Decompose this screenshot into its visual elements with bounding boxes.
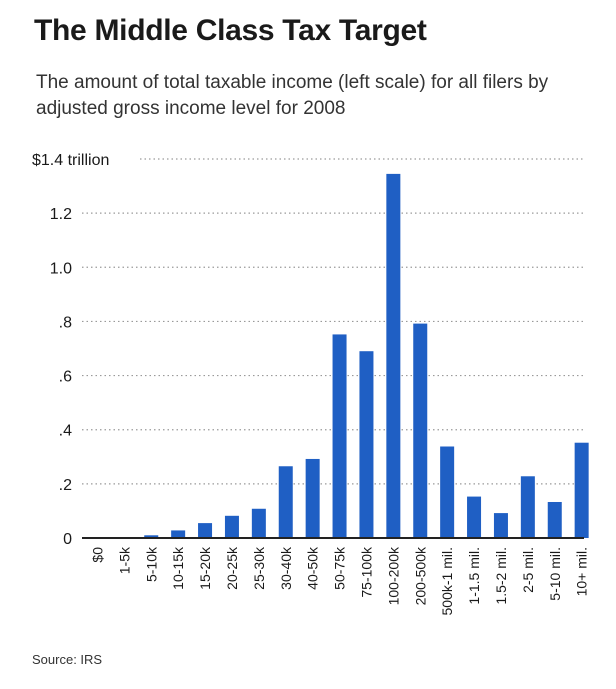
bar	[144, 535, 159, 538]
x-tick-label: 5-10k	[143, 546, 159, 582]
bar	[332, 334, 347, 538]
gridlines	[82, 158, 584, 485]
chart-title: The Middle Class Tax Target	[34, 14, 427, 47]
source-note: Source: IRS	[32, 652, 103, 667]
x-tick-label: 2-5 mil.	[520, 547, 536, 593]
x-tick-label: 1-5k	[116, 546, 132, 574]
x-tick-label: $0	[89, 547, 105, 563]
bar	[251, 508, 266, 538]
y-tick-label: $1.4 trillion	[32, 152, 109, 169]
bar	[198, 523, 213, 538]
x-tick-label: 100-200k	[385, 546, 401, 605]
y-tick-label: 0	[63, 531, 72, 548]
bar	[413, 323, 428, 538]
x-tick-label: 1.5-2 mil.	[493, 547, 509, 605]
x-tick-label: 30-40k	[278, 546, 294, 590]
bar	[171, 530, 186, 538]
x-tick-label: 15-20k	[197, 546, 213, 590]
bar	[520, 476, 535, 538]
bar	[574, 442, 589, 538]
bar	[547, 501, 562, 538]
bar	[359, 351, 374, 538]
bar	[493, 513, 508, 538]
x-tick-label: 50-75k	[332, 546, 348, 590]
y-axis-labels: 0 .2 .4 .6 .8 1.0 1.2 $1.4 trillion	[32, 152, 109, 548]
x-tick-label: 10+ mil.	[574, 547, 590, 596]
y-tick-label: 1.0	[50, 260, 72, 277]
x-axis-labels: $0 1-5k 5-10k 10-15k 15-20k 20-25k 25-30k 30-40…	[89, 546, 589, 615]
bar	[386, 173, 401, 538]
x-tick-label: 200-500k	[412, 546, 428, 605]
x-tick-label: 10-15k	[170, 546, 186, 590]
y-tick-label: .2	[59, 477, 72, 494]
x-tick-label: 500k-1 mil.	[439, 547, 455, 615]
bar	[224, 515, 239, 538]
x-tick-label: 20-25k	[224, 546, 240, 590]
x-tick-label: 1-1.5 mil.	[466, 547, 482, 605]
y-tick-label: 1.2	[50, 206, 72, 223]
bars	[117, 173, 589, 538]
chart-subtitle: The amount of total taxable income (left…	[36, 72, 549, 119]
bar	[440, 446, 455, 538]
x-tick-label: 40-50k	[305, 546, 321, 590]
y-tick-label: .6	[59, 369, 72, 386]
bar	[305, 458, 320, 538]
x-tick-label: 25-30k	[251, 546, 267, 590]
bar	[467, 496, 482, 538]
bar	[278, 466, 293, 538]
x-tick-label: 5-10 mil.	[547, 547, 563, 601]
x-tick-label: 75-100k	[358, 546, 374, 598]
y-tick-label: .4	[59, 423, 72, 440]
y-tick-label: .8	[59, 314, 72, 331]
